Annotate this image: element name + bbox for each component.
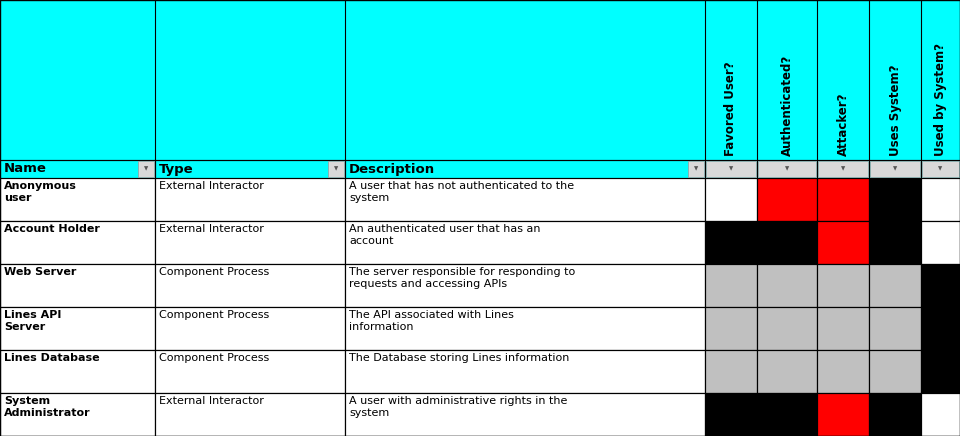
Bar bbox=[757, 393, 817, 436]
Text: Component Process: Component Process bbox=[159, 310, 269, 320]
Text: Description: Description bbox=[349, 163, 435, 176]
FancyBboxPatch shape bbox=[328, 161, 344, 177]
Bar bbox=[817, 393, 869, 436]
Bar bbox=[155, 307, 345, 350]
FancyBboxPatch shape bbox=[818, 161, 868, 177]
Text: External Interactor: External Interactor bbox=[159, 181, 264, 191]
Bar bbox=[0, 221, 155, 264]
Bar bbox=[869, 393, 921, 436]
Bar bbox=[0, 264, 155, 307]
Bar bbox=[757, 264, 817, 307]
Bar bbox=[0, 0, 960, 178]
Text: External Interactor: External Interactor bbox=[159, 396, 264, 406]
Bar bbox=[921, 350, 960, 393]
Bar bbox=[921, 393, 960, 436]
Text: An authenticated user that has an
account: An authenticated user that has an accoun… bbox=[349, 224, 540, 245]
FancyBboxPatch shape bbox=[870, 161, 920, 177]
Text: A user with administrative rights in the
system: A user with administrative rights in the… bbox=[349, 396, 567, 418]
Text: A user that has not authenticated to the
system: A user that has not authenticated to the… bbox=[349, 181, 574, 203]
Text: ▼: ▼ bbox=[694, 167, 698, 171]
Bar bbox=[345, 178, 705, 221]
Bar bbox=[705, 393, 757, 436]
Bar bbox=[921, 307, 960, 350]
Bar bbox=[757, 221, 817, 264]
Bar bbox=[155, 393, 345, 436]
Bar bbox=[921, 178, 960, 221]
Text: ▼: ▼ bbox=[144, 167, 148, 171]
Bar bbox=[705, 307, 757, 350]
Bar bbox=[0, 393, 155, 436]
Text: Component Process: Component Process bbox=[159, 353, 269, 363]
Text: ▼: ▼ bbox=[841, 167, 845, 171]
Bar bbox=[869, 264, 921, 307]
Text: Favored User?: Favored User? bbox=[725, 61, 737, 156]
Text: External Interactor: External Interactor bbox=[159, 224, 264, 234]
Bar bbox=[817, 350, 869, 393]
Text: Used by System?: Used by System? bbox=[934, 43, 947, 156]
Text: Name: Name bbox=[4, 163, 47, 176]
Text: The Database storing Lines information: The Database storing Lines information bbox=[349, 353, 569, 363]
Text: Attacker?: Attacker? bbox=[836, 92, 850, 156]
Text: ▼: ▼ bbox=[334, 167, 338, 171]
FancyBboxPatch shape bbox=[922, 161, 959, 177]
Bar bbox=[869, 307, 921, 350]
Text: Lines Database: Lines Database bbox=[4, 353, 100, 363]
Bar bbox=[817, 264, 869, 307]
Bar bbox=[345, 307, 705, 350]
Bar bbox=[155, 178, 345, 221]
FancyBboxPatch shape bbox=[758, 161, 816, 177]
Bar bbox=[705, 350, 757, 393]
Bar bbox=[869, 350, 921, 393]
Text: The API associated with Lines
information: The API associated with Lines informatio… bbox=[349, 310, 514, 332]
FancyBboxPatch shape bbox=[706, 161, 756, 177]
Bar bbox=[0, 350, 155, 393]
Text: ▼: ▼ bbox=[785, 167, 789, 171]
Text: Account Holder: Account Holder bbox=[4, 224, 100, 234]
Bar bbox=[757, 350, 817, 393]
Bar bbox=[869, 221, 921, 264]
FancyBboxPatch shape bbox=[138, 161, 154, 177]
Bar bbox=[757, 178, 817, 221]
Bar bbox=[345, 350, 705, 393]
Bar bbox=[345, 264, 705, 307]
Bar bbox=[869, 178, 921, 221]
Text: System
Administrator: System Administrator bbox=[4, 396, 90, 418]
Bar bbox=[705, 178, 757, 221]
Bar bbox=[921, 221, 960, 264]
Bar bbox=[817, 221, 869, 264]
Text: Uses System?: Uses System? bbox=[889, 65, 901, 156]
Text: Type: Type bbox=[159, 163, 194, 176]
Bar bbox=[345, 393, 705, 436]
Text: Component Process: Component Process bbox=[159, 267, 269, 277]
Text: ▼: ▼ bbox=[893, 167, 898, 171]
Bar bbox=[757, 307, 817, 350]
Bar bbox=[0, 178, 155, 221]
Bar bbox=[817, 307, 869, 350]
Bar bbox=[817, 178, 869, 221]
Text: Web Server: Web Server bbox=[4, 267, 77, 277]
Text: Anonymous
user: Anonymous user bbox=[4, 181, 77, 203]
Bar bbox=[155, 350, 345, 393]
Text: ▼: ▼ bbox=[938, 167, 943, 171]
Bar bbox=[0, 307, 155, 350]
Bar bbox=[705, 221, 757, 264]
Text: The server responsible for responding to
requests and accessing APIs: The server responsible for responding to… bbox=[349, 267, 575, 289]
Text: Lines API
Server: Lines API Server bbox=[4, 310, 61, 332]
Text: ▼: ▼ bbox=[729, 167, 733, 171]
Bar bbox=[705, 264, 757, 307]
Bar bbox=[155, 221, 345, 264]
Bar bbox=[921, 264, 960, 307]
Bar bbox=[345, 221, 705, 264]
Bar bbox=[155, 264, 345, 307]
Text: Authenticated?: Authenticated? bbox=[780, 55, 794, 156]
FancyBboxPatch shape bbox=[688, 161, 704, 177]
